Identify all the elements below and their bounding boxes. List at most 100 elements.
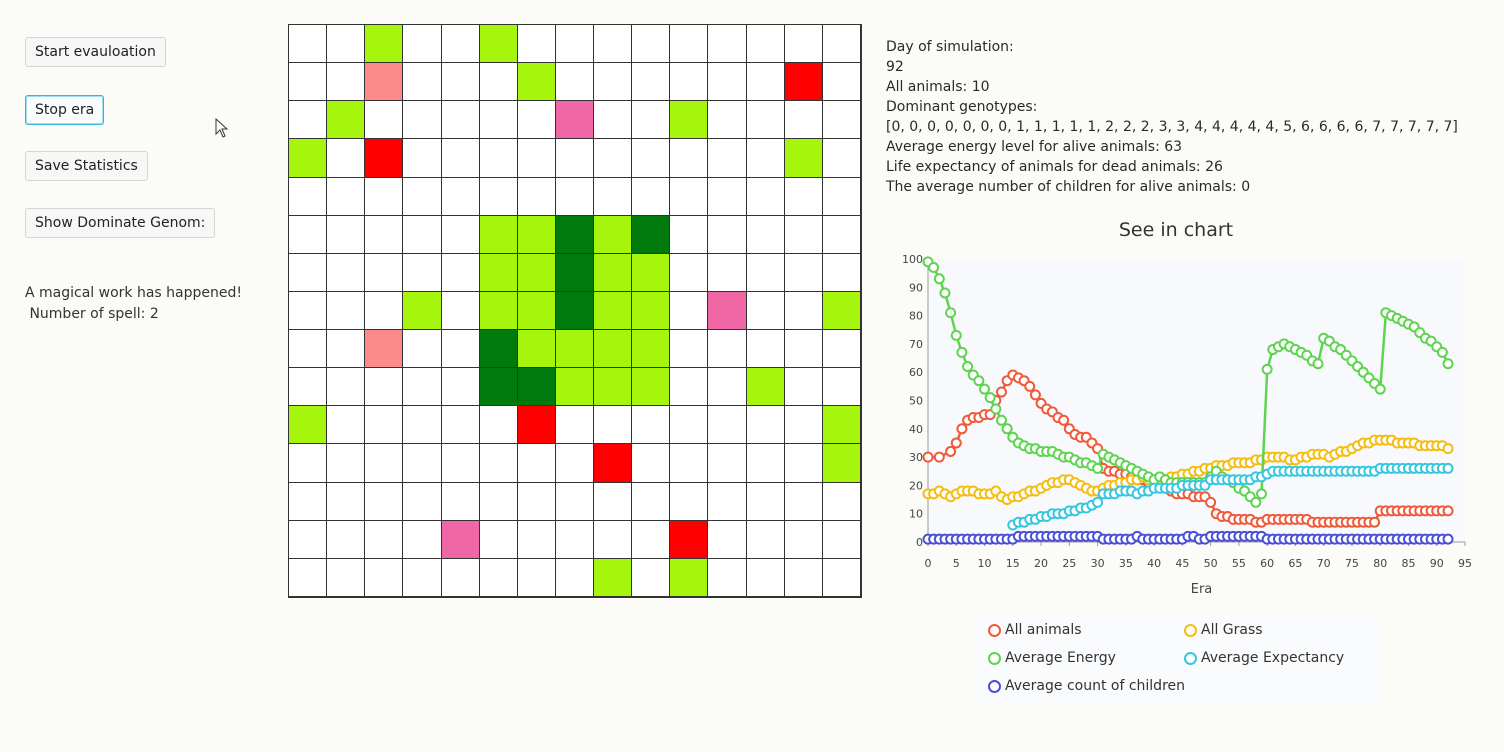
- legend-item-all-grass[interactable]: All Grass: [1179, 620, 1263, 640]
- map-cell-empty: [403, 25, 442, 64]
- map-cell-empty: [708, 63, 747, 102]
- map-cell-empty: [327, 330, 366, 369]
- map-cell-empty: [365, 482, 404, 521]
- map-cell-empty: [746, 291, 785, 331]
- map-cell-empty: [784, 520, 823, 559]
- map-cell-empty: [784, 177, 823, 216]
- dominant-genotypes-value: [0, 0, 0, 0, 0, 0, 0, 1, 1, 1, 1, 1, 2, …: [886, 119, 1458, 135]
- map-cell-empty: [479, 482, 518, 521]
- map-cell-empty: [594, 63, 633, 102]
- map-cell-grass: [403, 291, 442, 331]
- map-cell-empty: [594, 520, 633, 559]
- map-cell-empty: [784, 291, 823, 331]
- map-cell-empty: [746, 139, 785, 178]
- statistics-panel: Day of simulation: 92 All animals: 10 Do…: [886, 37, 1458, 197]
- map-cell-grass: [479, 25, 518, 64]
- map-cell-empty: [632, 25, 671, 64]
- map-cell-empty: [822, 482, 861, 521]
- legend-label: All animals: [1005, 622, 1082, 638]
- map-cell-grass: [594, 291, 633, 331]
- y-tick-label: 40: [909, 423, 923, 436]
- map-cell-empty: [289, 482, 328, 521]
- legend-item-all-animals[interactable]: All animals: [983, 620, 1082, 640]
- map-cell-empty: [670, 368, 709, 407]
- y-tick-label: 20: [909, 479, 923, 492]
- map-cell-grass: [784, 139, 823, 178]
- data-point-average-energy: [933, 273, 945, 285]
- legend-item-average-energy[interactable]: Average Energy: [983, 648, 1116, 668]
- save-statistics-button[interactable]: Save Statistics: [25, 151, 148, 181]
- map-cell-empty: [708, 520, 747, 559]
- stop-era-button[interactable]: Stop era: [25, 95, 105, 125]
- map-cell-jungle: [555, 215, 595, 254]
- legend-item-average-count-of-children[interactable]: Average count of children: [983, 676, 1185, 696]
- x-tick-label: 25: [1062, 557, 1076, 570]
- map-cell-empty: [479, 177, 518, 216]
- data-point-average-energy: [1001, 423, 1013, 435]
- map-cell-empty: [632, 406, 671, 445]
- map-cell-empty: [555, 482, 595, 521]
- data-point-average-energy: [928, 261, 940, 273]
- map-cell-empty: [517, 520, 556, 559]
- map-cell-empty: [784, 368, 823, 407]
- map-cell-empty: [327, 444, 366, 483]
- x-tick-label: 85: [1401, 557, 1415, 570]
- map-cell-empty: [479, 101, 518, 140]
- map-cell-empty: [746, 63, 785, 102]
- legend-item-average-expectancy[interactable]: Average Expectancy: [1179, 648, 1344, 668]
- map-cell-jungle: [479, 368, 518, 407]
- map-cell-grass: [517, 291, 556, 331]
- map-cell-empty: [708, 25, 747, 64]
- y-tick-label: 100: [902, 253, 923, 266]
- map-cell-grass: [289, 406, 328, 445]
- map-cell-empty: [594, 482, 633, 521]
- data-point-all-animals: [1442, 505, 1454, 517]
- map-cell-empty: [708, 444, 747, 483]
- x-tick-label: 90: [1430, 557, 1444, 570]
- map-cell-empty: [555, 406, 595, 445]
- map-cell-empty: [289, 215, 328, 254]
- data-point-average-energy: [962, 361, 974, 373]
- map-cell-animal-pink: [708, 291, 747, 331]
- x-tick-label: 45: [1175, 557, 1189, 570]
- map-cell-grass: [746, 368, 785, 407]
- map-cell-empty: [632, 177, 671, 216]
- start-evaluation-button[interactable]: Start evauloation: [25, 37, 166, 67]
- map-cell-empty: [327, 558, 366, 597]
- data-point-average-energy: [1256, 488, 1268, 500]
- map-cell-grass: [365, 25, 404, 64]
- map-cell-empty: [365, 253, 404, 292]
- map-cell-grass: [594, 558, 633, 597]
- x-tick-label: 0: [925, 557, 932, 570]
- map-cell-empty: [479, 406, 518, 445]
- map-cell-empty: [479, 63, 518, 102]
- y-tick-label: 30: [909, 451, 923, 464]
- show-dominate-genom-button[interactable]: Show Dominate Genom:: [25, 208, 216, 238]
- map-cell-empty: [327, 482, 366, 521]
- x-tick-label: 80: [1373, 557, 1387, 570]
- map-cell-grass: [289, 139, 328, 178]
- map-cell-empty: [517, 444, 556, 483]
- map-cell-grass: [594, 368, 633, 407]
- day-label: Day of simulation:: [886, 39, 1014, 55]
- data-point-average-energy: [1374, 383, 1386, 395]
- x-tick-label: 70: [1317, 557, 1331, 570]
- map-cell-empty: [289, 101, 328, 140]
- data-point-all-animals: [1205, 496, 1217, 508]
- map-cell-empty: [289, 253, 328, 292]
- spell-message-line: A magical work has happened!: [25, 285, 242, 301]
- map-cell-empty: [746, 406, 785, 445]
- legend-marker-icon: [988, 652, 1001, 665]
- map-cell-empty: [555, 177, 595, 216]
- map-cell-jungle: [632, 215, 671, 254]
- map-cell-empty: [746, 177, 785, 216]
- legend-label: All Grass: [1201, 622, 1263, 638]
- map-cell-empty: [555, 558, 595, 597]
- map-cell-jungle: [479, 330, 518, 369]
- map-cell-empty: [746, 25, 785, 64]
- map-cell-empty: [403, 101, 442, 140]
- map-cell-empty: [822, 330, 861, 369]
- map-cell-empty: [289, 520, 328, 559]
- data-point-average-count-of-children: [1442, 533, 1454, 545]
- map-cell-empty: [632, 482, 671, 521]
